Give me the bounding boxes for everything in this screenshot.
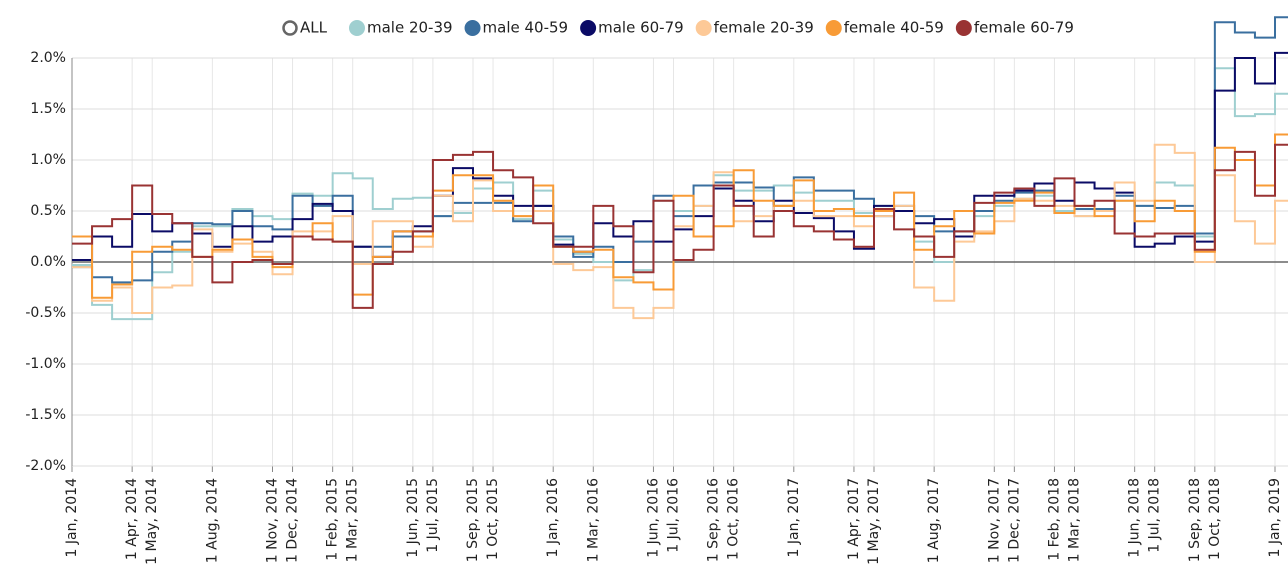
x-tick-label: 1 Apr, 2017 [846, 478, 862, 560]
legend-marker[interactable] [580, 20, 597, 36]
x-tick-label: 1 Oct, 2015 [485, 478, 501, 560]
y-tick-label: -1.5% [25, 407, 66, 423]
x-tick-label: 1 May, 2014 [144, 478, 160, 565]
x-tick-label: 1 Jan, 2014 [64, 478, 80, 558]
y-tick-label: 1.5% [30, 101, 66, 117]
series-line [72, 143, 1288, 320]
x-tick-label: 1 Jul, 2016 [666, 478, 682, 553]
legend-label[interactable]: female 20-39 [714, 19, 814, 37]
x-tick-label: 1 Jun, 2015 [405, 478, 421, 558]
y-tick-label: 0.0% [30, 254, 66, 270]
x-tick-label: 1 Sep, 2018 [1187, 478, 1203, 562]
legend-label[interactable]: male 60-79 [598, 19, 684, 37]
x-tick-label: 1 Dec, 2014 [285, 478, 301, 563]
legend-marker[interactable] [348, 20, 365, 36]
x-tick-label: 1 Mar, 2015 [345, 478, 361, 562]
x-tick-label: 1 Sep, 2016 [706, 478, 722, 562]
x-tick-label: 1 Jul, 2015 [425, 478, 441, 553]
legend-marker[interactable] [464, 20, 481, 36]
legend: ALL male 20-39 male 40-59 male 60-79 female … [282, 19, 1074, 37]
series-line [72, 67, 1288, 321]
x-tick-label: 1 Feb, 2018 [1046, 478, 1062, 561]
legend-marker[interactable] [825, 20, 842, 36]
series-line [72, 16, 1288, 284]
x-tick-label: 1 Jan, 2016 [545, 478, 561, 558]
x-tick-label: 1 May, 2017 [866, 478, 882, 565]
x-tick-label: 1 Oct, 2018 [1207, 478, 1223, 560]
y-tick-label: -1.0% [25, 356, 66, 372]
legend-label[interactable]: male 40-59 [483, 19, 569, 37]
legend-marker[interactable] [955, 20, 972, 36]
legend-marker[interactable] [695, 20, 712, 36]
x-tick-label: 1 Nov, 2017 [986, 478, 1002, 563]
y-tick-label: 0.5% [30, 203, 66, 219]
x-tick-label: 1 Aug, 2014 [204, 478, 220, 563]
grid: 1 Jan, 2014 1 Apr, 2014 1 May, 2014 1 Aug, … [25, 50, 1288, 565]
x-tick-label: 1 Feb, 2015 [325, 478, 341, 561]
x-tick-label: 1 Jun, 2016 [645, 478, 661, 558]
x-tick-label: 1 Oct, 2016 [726, 478, 742, 560]
y-tick-label: 2.0% [30, 50, 66, 66]
x-tick-label: 1 Mar, 2018 [1067, 478, 1083, 562]
x-tick-label: 1 Jan, 2017 [786, 478, 802, 557]
y-tick-label: 1.0% [30, 152, 66, 168]
x-tick-label: 1 Mar, 2016 [585, 478, 601, 562]
series-line [72, 51, 1288, 261]
legend-marker[interactable] [282, 20, 298, 36]
x-tick-label: 1 Jun, 2018 [1127, 478, 1143, 558]
x-tick-label: 1 Nov, 2014 [265, 478, 281, 563]
y-tick-label: -0.5% [25, 305, 66, 321]
series-line [72, 143, 1288, 309]
legend-label[interactable]: female 60-79 [974, 19, 1074, 37]
legend-label[interactable]: ALL [300, 19, 328, 37]
y-tick-label: -2.0% [25, 458, 66, 474]
x-tick-label: 1 Jul, 2018 [1147, 478, 1163, 553]
x-tick-label: 1 Aug, 2017 [926, 478, 942, 563]
legend-label[interactable]: male 20-39 [367, 19, 453, 37]
x-tick-label: 1 Sep, 2015 [465, 478, 481, 562]
legend-label[interactable]: female 40-59 [844, 19, 944, 37]
lines [72, 16, 1288, 321]
x-tick-label: 1 Dec, 2017 [1006, 478, 1022, 563]
x-tick-label: 1 Jan, 2019 [1267, 478, 1283, 557]
x-tick-label: 1 Apr, 2014 [124, 478, 140, 560]
